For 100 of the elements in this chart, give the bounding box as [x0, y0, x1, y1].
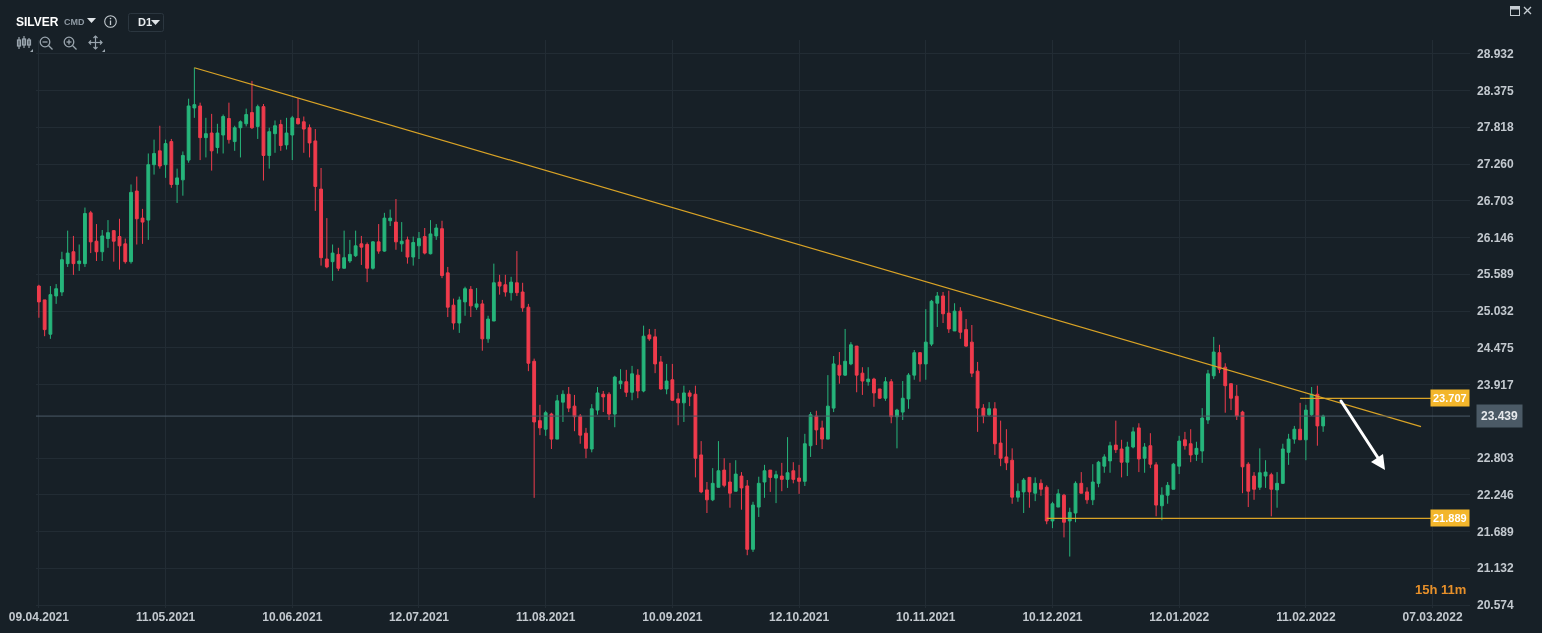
candlestick	[1021, 477, 1026, 514]
candlestick	[342, 230, 347, 269]
candlestick	[468, 285, 473, 318]
candlestick	[762, 464, 767, 499]
candlestick	[1154, 461, 1159, 517]
x-tick-label: 11.02.2022	[1276, 610, 1336, 624]
candlestick	[347, 239, 352, 264]
candlestick	[785, 436, 790, 489]
candlestick	[808, 411, 813, 458]
x-tick-label: 10.11.2021	[896, 610, 956, 624]
y-tick-label: 27.260	[1477, 157, 1515, 172]
y-tick-label: 27.818	[1477, 120, 1515, 135]
candlestick	[889, 378, 894, 424]
candlestick	[1039, 478, 1043, 497]
candlestick	[952, 302, 957, 332]
text: CMD	[64, 17, 85, 27]
y-tick-label: 20.574	[1477, 598, 1515, 613]
candlestick	[169, 138, 174, 189]
candlestick	[814, 410, 819, 446]
candlestick	[831, 355, 836, 413]
candlestick	[941, 291, 945, 324]
candlestick	[1125, 441, 1130, 477]
candlestick	[60, 251, 64, 297]
candlestick	[463, 286, 467, 317]
x-tick-label: 10.12.2021	[1022, 610, 1083, 624]
candlestick	[837, 351, 842, 385]
candlestick	[100, 229, 105, 262]
candlestick	[457, 296, 462, 334]
candlestick	[152, 139, 156, 176]
candlestick	[1131, 426, 1136, 449]
candlestick	[1010, 447, 1015, 505]
candlestick	[509, 276, 514, 302]
candlestick	[36, 284, 41, 319]
candlestick	[278, 119, 283, 152]
candlestick	[676, 392, 681, 426]
candlestick	[1206, 369, 1210, 425]
candlestick	[273, 119, 277, 154]
candlestick	[895, 408, 899, 449]
y-tick-label: 25.589	[1477, 267, 1515, 282]
candlestick	[65, 230, 70, 268]
candlestick	[324, 217, 329, 269]
candlestick	[538, 404, 542, 436]
candlestick	[440, 220, 444, 279]
candlestick	[209, 113, 214, 172]
candlestick	[946, 290, 951, 334]
candlestick	[129, 183, 133, 265]
annotation: 23.707	[1433, 392, 1467, 404]
x-tick-label: 12.07.2021	[388, 610, 450, 624]
candlestick	[203, 117, 208, 158]
candlestick	[1303, 404, 1308, 461]
candlestick	[221, 114, 226, 154]
x-tick-label: 11.08.2021	[515, 610, 576, 624]
candlestick	[180, 150, 185, 197]
candlestick	[992, 401, 997, 456]
candlestick	[330, 244, 335, 282]
candlestick	[1142, 442, 1147, 474]
candlestick	[969, 324, 974, 378]
candlestick	[549, 412, 554, 450]
candlestick	[106, 219, 110, 249]
candlestick	[1085, 486, 1089, 505]
candlestick	[514, 250, 519, 297]
candlestick	[624, 369, 629, 398]
candlestick	[647, 328, 652, 342]
candlestick	[394, 198, 398, 251]
candlestick	[561, 389, 565, 423]
candlestick	[681, 385, 686, 423]
candlestick	[474, 287, 479, 311]
candlestick	[146, 152, 151, 241]
candlestick	[641, 325, 646, 393]
candlestick	[584, 427, 588, 459]
candlestick	[543, 410, 548, 437]
candlestick	[728, 462, 732, 509]
x-tick-label: 07.03.2022	[1402, 610, 1463, 624]
candlestick	[215, 123, 220, 154]
x-tick-label: 10.06.2021	[262, 610, 323, 624]
x-tick-label: 12.10.2021	[769, 610, 830, 624]
chart-title: SILVER	[16, 15, 59, 30]
candlestick	[250, 80, 254, 130]
candlestick	[422, 227, 427, 255]
candlestick	[658, 355, 663, 391]
candlestick	[382, 212, 387, 253]
candlestick	[964, 318, 968, 348]
y-tick-label: 22.803	[1477, 451, 1515, 466]
candlestick	[866, 366, 871, 387]
candlestick	[1252, 471, 1256, 501]
candlestick	[791, 461, 796, 484]
candlestick	[365, 242, 370, 283]
candlestick	[1119, 439, 1124, 478]
annotation: 15h 11m	[1415, 582, 1467, 597]
candlestick	[417, 231, 421, 260]
candlestick	[843, 328, 848, 377]
candlestick	[1211, 336, 1216, 380]
y-tick-label: 26.146	[1477, 230, 1515, 245]
x-tick-label: 12.01.2022	[1149, 610, 1210, 624]
candlestick	[1079, 471, 1084, 494]
candlestick	[319, 167, 323, 267]
x-tick-label: 11.05.2021	[135, 610, 196, 624]
candlestick	[255, 104, 260, 140]
candlestick	[987, 401, 992, 417]
x-tick-label: 09.04.2021	[8, 610, 70, 624]
